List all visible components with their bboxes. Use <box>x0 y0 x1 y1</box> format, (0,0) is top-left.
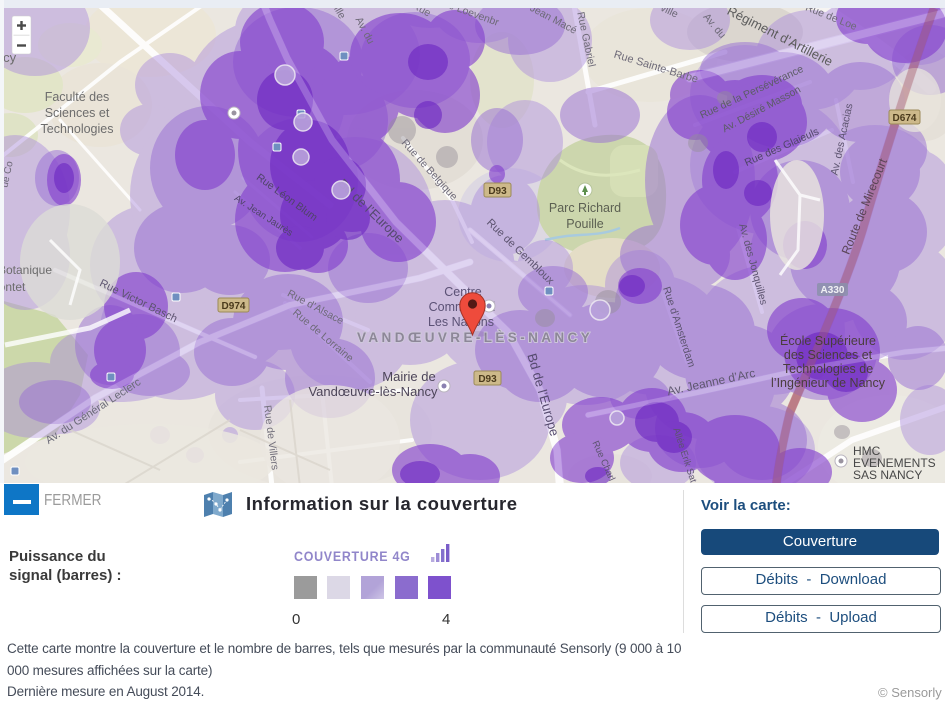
svg-text:l’Ingénieur de Nancy: l’Ingénieur de Nancy <box>771 376 886 390</box>
svg-text:VANDŒUVRE-LÈS-NANCY: VANDŒUVRE-LÈS-NANCY <box>357 330 593 345</box>
svg-text:SAS NANCY: SAS NANCY <box>853 468 922 482</box>
svg-text:D974: D974 <box>222 301 246 312</box>
svg-text:des Sciences et: des Sciences et <box>784 348 873 362</box>
svg-text:Technologies: Technologies <box>41 122 114 136</box>
svg-text:HMC: HMC <box>853 444 881 458</box>
svg-text:A330: A330 <box>821 285 845 296</box>
svg-text:Faculté des: Faculté des <box>45 90 110 104</box>
svg-text:ontet: ontet <box>0 280 26 294</box>
svg-text:Vandœuvre-lès-Nancy: Vandœuvre-lès-Nancy <box>308 384 438 399</box>
svg-text:Mairie de: Mairie de <box>382 369 435 384</box>
svg-text:ille: ille <box>331 4 348 21</box>
svg-text:Sciences et: Sciences et <box>45 106 110 120</box>
svg-text:D674: D674 <box>893 113 917 124</box>
svg-text:Les Nations: Les Nations <box>428 315 494 329</box>
svg-text:Technologies de: Technologies de <box>783 362 873 376</box>
svg-text:Parc Richard: Parc Richard <box>549 201 621 215</box>
svg-text:École Supérieure: École Supérieure <box>780 333 876 348</box>
svg-text:Botanique: Botanique <box>0 263 52 277</box>
svg-text:Pouille: Pouille <box>566 217 604 231</box>
svg-text:EVENEMENTS: EVENEMENTS <box>853 456 936 470</box>
svg-text:D93: D93 <box>478 374 497 385</box>
svg-text:D93: D93 <box>488 186 507 197</box>
